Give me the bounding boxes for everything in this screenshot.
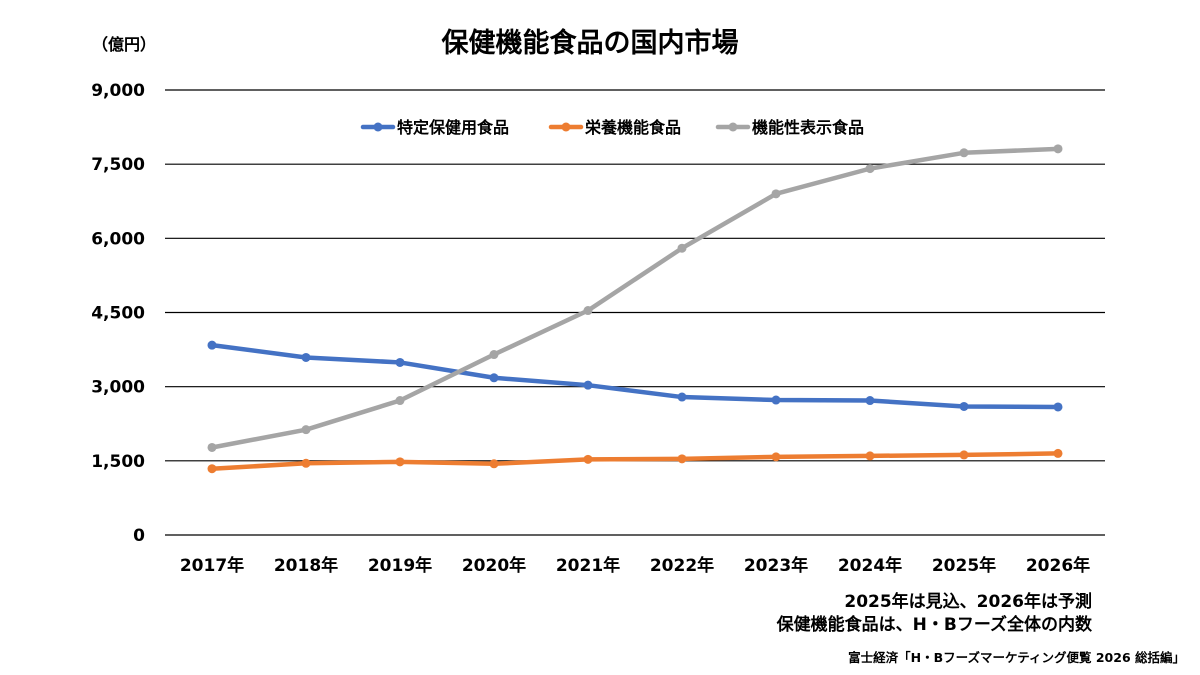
data-point xyxy=(959,450,969,460)
data-point xyxy=(489,459,499,469)
legend-item: 栄養機能食品 xyxy=(548,118,681,137)
data-point xyxy=(865,396,875,406)
data-point xyxy=(865,451,875,461)
chart-title: 保健機能食品の国内市場 xyxy=(441,27,739,59)
y-axis-ticks: 0 1,500 3,000 4,500 6,000 7,500 9,000 xyxy=(91,81,145,546)
data-point xyxy=(301,425,311,435)
data-point xyxy=(771,452,781,462)
x-tick-label: 2026年 xyxy=(1026,555,1090,576)
data-point xyxy=(677,392,687,402)
x-tick-label: 2024年 xyxy=(838,555,902,576)
x-tick-label: 2019年 xyxy=(368,555,432,576)
data-point xyxy=(395,396,405,406)
data-point xyxy=(395,357,405,367)
x-tick-label: 2020年 xyxy=(462,555,526,576)
data-point xyxy=(395,457,405,467)
data-point xyxy=(301,352,311,362)
series-1 xyxy=(207,448,1063,474)
legend-marker xyxy=(373,122,383,132)
data-point xyxy=(677,454,687,464)
data-point xyxy=(207,340,217,350)
series-2 xyxy=(207,144,1063,452)
data-point xyxy=(583,306,593,316)
series-line xyxy=(209,451,1061,471)
data-point xyxy=(771,395,781,405)
note-line: 2025年は見込、2026年は予測 xyxy=(844,591,1092,612)
data-point xyxy=(959,148,969,158)
legend-item: 機能性表示食品 xyxy=(715,118,864,137)
x-tick-label: 2022年 xyxy=(650,555,714,576)
data-point xyxy=(1053,448,1063,458)
legend: 特定保健用食品 栄養機能食品 機能性表示食品 xyxy=(360,118,864,137)
legend-label: 特定保健用食品 xyxy=(397,118,509,137)
data-point xyxy=(489,350,499,360)
data-point xyxy=(677,243,687,253)
x-tick-label: 2023年 xyxy=(744,555,808,576)
legend-item: 特定保健用食品 xyxy=(360,118,509,137)
legend-label: 機能性表示食品 xyxy=(752,118,864,137)
data-point xyxy=(207,464,217,474)
data-point xyxy=(865,164,875,174)
y-tick-label: 4,500 xyxy=(91,304,145,324)
source-credit: 富士経済「H・Bフーズマーケティング便覧 2026 総括編」 xyxy=(848,650,1185,665)
series-line xyxy=(209,146,1061,450)
y-tick-label: 9,000 xyxy=(91,81,145,101)
data-point xyxy=(583,380,593,390)
y-tick-label: 1,500 xyxy=(91,452,145,472)
x-axis-ticks: 2017年 2018年 2019年 2020年 2021年 2022年 2023年 2024年… xyxy=(180,555,1090,576)
legend-marker xyxy=(561,122,571,132)
data-point xyxy=(771,189,781,199)
y-tick-label: 6,000 xyxy=(91,229,145,249)
y-tick-label: 0 xyxy=(133,526,145,546)
data-point xyxy=(489,373,499,383)
data-point xyxy=(1053,144,1063,154)
legend-label: 栄養機能食品 xyxy=(584,118,681,137)
data-point xyxy=(207,442,217,452)
y-tick-label: 3,000 xyxy=(91,378,145,398)
series-0 xyxy=(207,340,1063,412)
y-tick-label: 7,500 xyxy=(91,155,145,175)
data-point xyxy=(301,458,311,468)
series-lines xyxy=(207,144,1063,474)
data-point xyxy=(583,454,593,464)
legend-marker xyxy=(728,122,738,132)
y-axis-unit-label: （億円） xyxy=(92,35,156,54)
x-tick-label: 2025年 xyxy=(932,555,996,576)
x-tick-label: 2021年 xyxy=(556,555,620,576)
data-point xyxy=(1053,402,1063,412)
x-tick-label: 2017年 xyxy=(180,555,244,576)
series-line xyxy=(209,342,1061,410)
x-tick-label: 2018年 xyxy=(274,555,338,576)
data-point xyxy=(959,401,969,411)
note-line: 保健機能食品は、H・Bフーズ全体の内数 xyxy=(776,614,1093,635)
